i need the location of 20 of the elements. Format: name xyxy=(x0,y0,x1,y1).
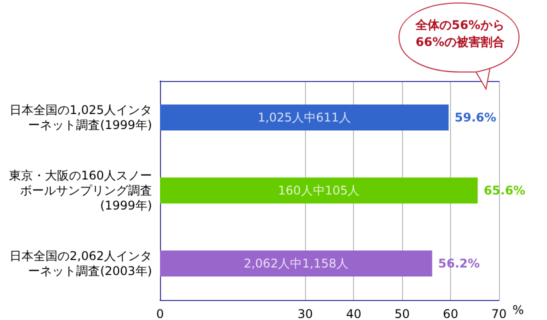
data-label: 56.2% xyxy=(438,256,480,270)
data-label: 65.6% xyxy=(484,184,526,198)
x-tick-label: 40 xyxy=(346,307,362,320)
annotation: 160人中105人 xyxy=(278,184,360,198)
x-tick-label: 70 xyxy=(491,307,507,320)
y-tick-label: 日本全国の1,025人インターネット調査(1999年) xyxy=(10,103,152,132)
x-axis-title: % xyxy=(512,303,524,317)
annotation: 1,025人中611人 xyxy=(258,110,351,124)
y-tick-label: 東京・大阪の160人スノーボールサンプリング調査(1999年) xyxy=(9,168,152,212)
bar xyxy=(160,104,449,130)
x-tick-label: 50 xyxy=(394,307,410,320)
bar xyxy=(160,178,478,204)
x-tick-label: 60 xyxy=(442,307,458,320)
annotation: 2,062人中1,158人 xyxy=(244,256,348,270)
x-tick-label: 0 xyxy=(156,307,164,320)
text: 全体の56%から66%の被害割合 xyxy=(414,17,506,51)
data-label: 59.6% xyxy=(454,110,496,124)
bar xyxy=(160,250,432,276)
x-tick-label: 30 xyxy=(298,307,313,320)
y-tick-label: 日本全国の2,062人インターネット調査(2003年) xyxy=(10,249,152,278)
